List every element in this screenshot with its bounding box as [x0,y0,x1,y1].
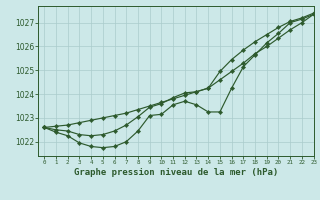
X-axis label: Graphe pression niveau de la mer (hPa): Graphe pression niveau de la mer (hPa) [74,168,278,177]
